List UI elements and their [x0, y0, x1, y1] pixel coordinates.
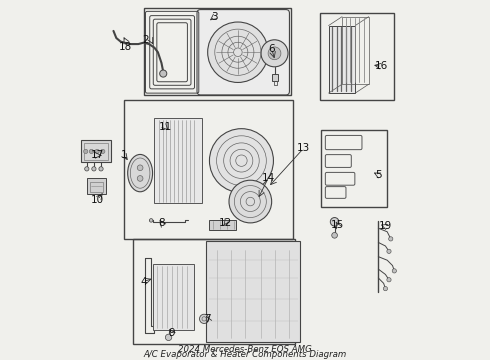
Circle shape	[100, 149, 105, 154]
Bar	[209, 220, 236, 230]
Circle shape	[261, 40, 288, 67]
Circle shape	[208, 22, 268, 82]
Circle shape	[99, 167, 103, 171]
Circle shape	[85, 167, 89, 171]
Circle shape	[229, 180, 271, 223]
Text: 8: 8	[158, 218, 165, 228]
Circle shape	[137, 176, 143, 181]
Bar	[144, 8, 291, 95]
Bar	[342, 17, 368, 84]
Circle shape	[95, 149, 99, 154]
Circle shape	[387, 278, 391, 282]
Bar	[90, 182, 103, 192]
Circle shape	[332, 233, 338, 238]
Text: 15: 15	[331, 220, 344, 230]
Bar	[321, 130, 387, 207]
Bar	[154, 118, 202, 203]
Text: 14: 14	[262, 174, 275, 184]
Circle shape	[137, 165, 143, 171]
Bar	[328, 26, 355, 93]
Text: 18: 18	[119, 42, 132, 52]
Circle shape	[165, 334, 172, 341]
Ellipse shape	[128, 154, 152, 192]
Text: 17: 17	[91, 150, 104, 160]
Text: 19: 19	[379, 221, 392, 231]
Circle shape	[209, 129, 273, 193]
Bar	[87, 179, 106, 194]
Circle shape	[89, 149, 94, 154]
Circle shape	[199, 314, 209, 324]
Circle shape	[84, 149, 88, 154]
Bar	[272, 73, 278, 81]
Text: 10: 10	[91, 195, 104, 205]
Bar	[133, 239, 295, 344]
Text: 7: 7	[204, 314, 211, 324]
Circle shape	[268, 47, 281, 60]
Bar	[153, 264, 194, 329]
Text: 16: 16	[375, 62, 389, 72]
Bar	[81, 140, 111, 162]
Text: A/C Evaporator & Heater Components Diagram: A/C Evaporator & Heater Components Diagr…	[144, 350, 346, 359]
Text: 13: 13	[297, 143, 310, 153]
Text: 2: 2	[142, 35, 149, 45]
Bar	[84, 143, 108, 159]
Text: 2024 Mercedes-Benz EQS AMG: 2024 Mercedes-Benz EQS AMG	[178, 345, 312, 354]
Text: 4: 4	[140, 276, 147, 287]
Circle shape	[383, 287, 388, 291]
Circle shape	[149, 219, 153, 222]
Bar	[124, 100, 293, 239]
Text: 5: 5	[375, 170, 382, 180]
Circle shape	[160, 70, 167, 77]
Text: 12: 12	[219, 218, 232, 228]
Circle shape	[392, 269, 396, 273]
FancyBboxPatch shape	[197, 10, 290, 95]
Text: 11: 11	[158, 122, 172, 132]
Circle shape	[389, 237, 393, 241]
Circle shape	[92, 167, 96, 171]
Circle shape	[330, 217, 339, 226]
Bar	[206, 240, 300, 342]
Text: 9: 9	[169, 328, 175, 338]
Text: 6: 6	[269, 44, 275, 54]
Text: 1: 1	[121, 150, 127, 160]
Text: 3: 3	[212, 12, 218, 22]
Circle shape	[387, 249, 391, 253]
Bar	[319, 13, 394, 100]
